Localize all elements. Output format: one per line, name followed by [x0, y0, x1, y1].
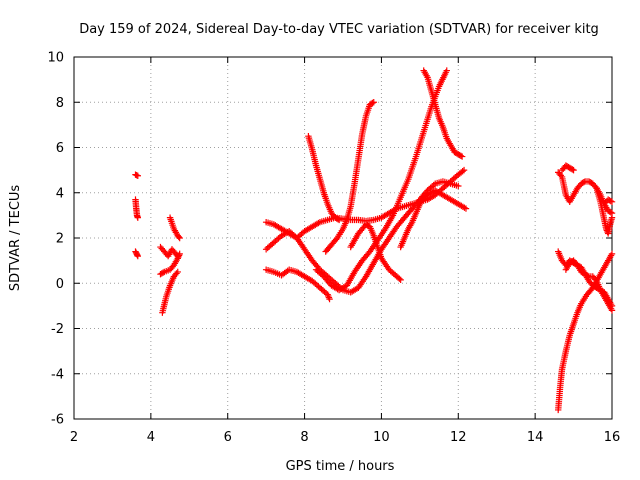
data-point — [134, 252, 141, 260]
data-point — [334, 215, 342, 223]
data-point — [580, 178, 588, 186]
x-axis-label: GPS time / hours — [286, 459, 395, 474]
data-point — [325, 294, 333, 301]
data-track-c5 — [322, 99, 377, 255]
y-tick-label: -2 — [51, 322, 64, 337]
data-track-d7 — [601, 196, 616, 208]
data-point — [584, 272, 591, 279]
data-point — [169, 263, 176, 270]
data-point — [397, 276, 404, 284]
data-point — [174, 268, 181, 276]
data-point — [592, 276, 599, 283]
y-tick-label: 4 — [56, 186, 64, 201]
data-point — [572, 260, 580, 267]
y-tick-label: 0 — [56, 277, 64, 292]
data-point — [608, 250, 616, 258]
data-point — [608, 307, 616, 314]
data-point — [608, 214, 616, 221]
data-track-b1 — [159, 268, 181, 316]
y-tick-label: 6 — [56, 141, 64, 156]
y-tick-label: -6 — [51, 413, 64, 428]
data-track-d4 — [558, 162, 577, 174]
y-tick-label: 8 — [56, 96, 64, 111]
data-point — [134, 214, 141, 221]
data-track-a2 — [132, 196, 141, 221]
data-track-b4 — [166, 214, 183, 242]
data-track-d6 — [593, 185, 616, 237]
y-tick-label: 10 — [47, 51, 64, 66]
data-point — [325, 292, 332, 300]
data-point — [176, 234, 183, 242]
x-tick-label: 8 — [300, 430, 308, 445]
data-point — [460, 166, 468, 174]
axis-ticks: 2 4 6 8 10 12 14 16 -6 -4 -2 0 2 4 6 8 10 — [47, 51, 620, 446]
data-track-a1 — [132, 171, 141, 179]
data-point — [608, 198, 616, 205]
y-tick-label: -4 — [51, 367, 64, 382]
data-point — [370, 99, 377, 106]
data-track-c7 — [347, 221, 404, 284]
data-point — [570, 166, 577, 174]
data-track-d5 — [562, 257, 616, 314]
data-track-a3 — [132, 248, 141, 260]
x-tick-label: 10 — [373, 430, 390, 445]
x-tick-label: 16 — [604, 430, 621, 445]
data-point — [462, 205, 470, 212]
data-track-c1 — [262, 166, 468, 242]
data-point — [457, 152, 465, 159]
data-point — [173, 251, 180, 259]
data-point — [134, 172, 141, 179]
data-point — [607, 209, 614, 216]
data-point — [173, 270, 180, 277]
data-point — [607, 197, 614, 205]
data-point — [159, 269, 167, 276]
data-point — [175, 233, 182, 241]
data-point — [592, 183, 599, 190]
data-point — [569, 166, 576, 173]
data-track-c3 — [262, 266, 333, 303]
data-point — [396, 275, 403, 282]
data-point — [458, 153, 466, 160]
chart-title: Day 159 of 2024, Sidereal Day-to-day VTE… — [79, 22, 599, 37]
x-tick-label: 6 — [224, 430, 232, 445]
data-point — [324, 291, 331, 298]
data-point — [326, 295, 333, 303]
data-point — [459, 168, 466, 175]
data-point — [174, 252, 181, 260]
data-point — [369, 99, 376, 107]
x-tick-label: 12 — [450, 430, 467, 445]
data-track-c9 — [420, 67, 466, 160]
data-point — [335, 216, 343, 224]
data-marks — [132, 67, 616, 414]
x-tick-label: 14 — [527, 430, 544, 445]
grid-layer — [74, 57, 612, 419]
y-axis-label: SDTVAR / TECUs — [8, 185, 23, 292]
data-track-c4 — [305, 132, 343, 224]
data-point — [443, 67, 450, 74]
data-track-b3 — [157, 243, 181, 260]
data-track-d1 — [555, 250, 616, 414]
data-point — [455, 182, 462, 190]
x-tick-label: 4 — [147, 430, 155, 445]
y-tick-label: 2 — [56, 232, 64, 247]
data-point — [557, 172, 564, 179]
x-tick-label: 2 — [70, 430, 78, 445]
data-track-c8 — [397, 187, 470, 251]
